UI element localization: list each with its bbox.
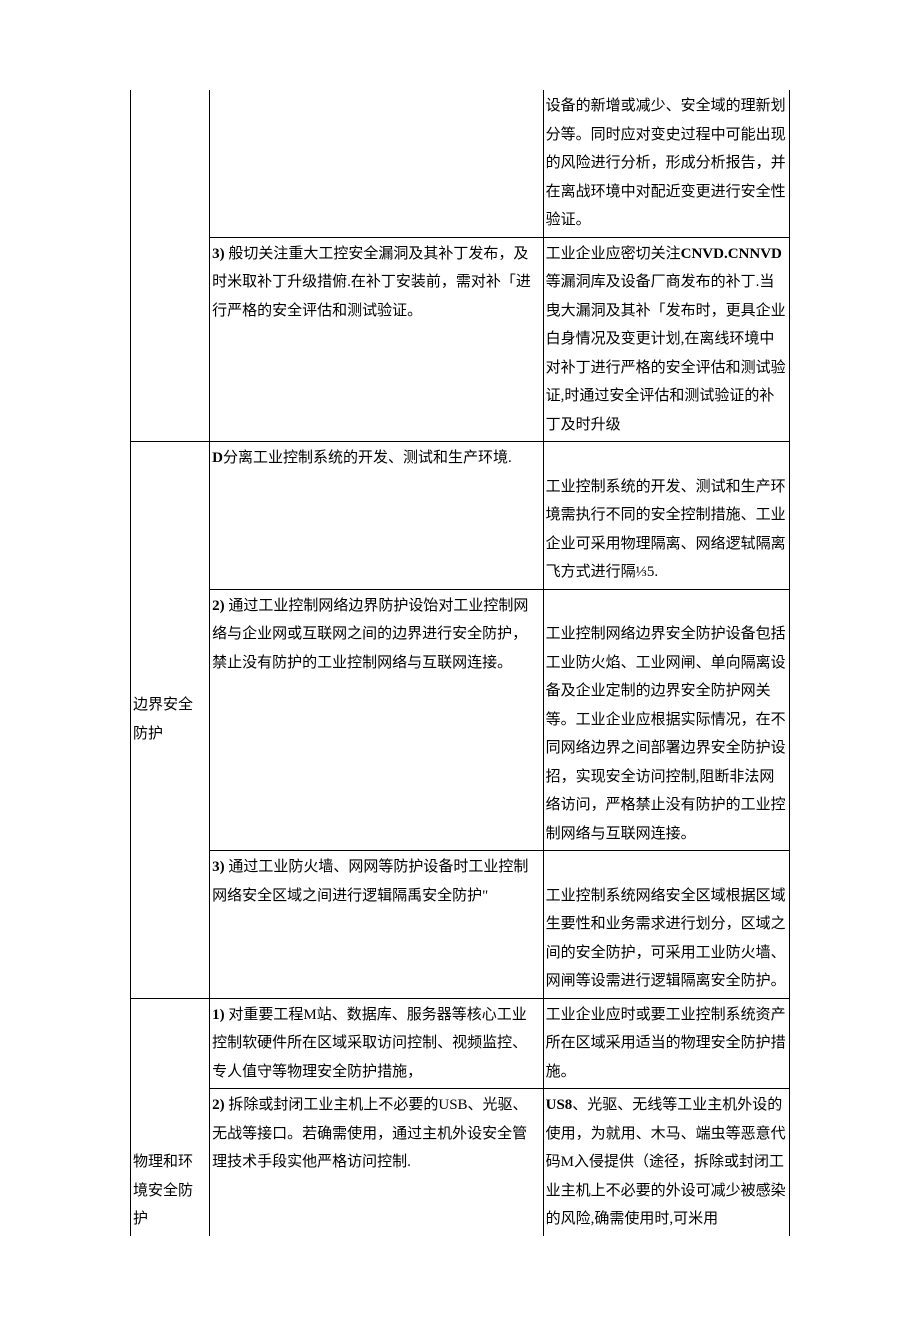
explanation-cell: 设备的新增或减少、安全域的理新划分等。同时应对变史过程中可能出现的风险进行分析，… [543, 90, 789, 237]
cell-text: 拆除或封闭工业主机上不必要的USB、光驱、无战等接口。若确需使用，通过主机外设安… [212, 1097, 527, 1170]
item-number: 3) [212, 859, 228, 875]
table-row: 设备的新增或减少、安全域的理新划分等。同时应对变史过程中可能出现的风险进行分析，… [131, 90, 790, 237]
cell-text: 、光驱、无线等工业主机外设的使用，为就用、木马、端虫等恶意代码M入侵提供（途径，… [546, 1097, 786, 1227]
item-number: 2) [212, 598, 228, 614]
cell-text: 通过工业防火墙、网网等防护设备时工业控制网络安全区域之间进行逻辑隔禹安全防护" [212, 859, 528, 904]
category-label: 物理和环境安全防护 [133, 1154, 193, 1227]
cell-text: 工业企业应时或要工业控制系统资产所在区域采用适当的物理安全防护措施。 [546, 1007, 786, 1080]
security-requirements-table: 设备的新增或减少、安全域的理新划分等。同时应对变史过程中可能出现的风险进行分析，… [130, 90, 790, 1236]
explanation-cell: 工业企业应密切关注CNVD.CNNVD 等漏洞库及设备厂商发布的补丁.当曳大漏洞及… [543, 237, 789, 442]
explanation-cell: 工业控制系统网络安全区域根据区域生要性和业务需求进行划分，区域之间的安全防护，可… [543, 851, 789, 999]
item-number: 1) [212, 1007, 228, 1023]
cell-text: 分离工业控制系统的开发、测试和生产环境. [223, 450, 512, 466]
category-cell: 物理和环境安全防护 [131, 998, 210, 1236]
item-number: 2) [212, 1097, 228, 1113]
explanation-cell: 工业企业应时或要工业控制系统资产所在区域采用适当的物理安全防护措施。 [543, 998, 789, 1089]
explanation-cell: US8、光驱、无线等工业主机外设的使用，为就用、木马、端虫等恶意代码M入侵提供（… [543, 1089, 789, 1236]
explanation-cell: 工业控制系统的开发、测试和生产环境需执行不同的安全控制措施、工业企业可采用物理隔… [543, 442, 789, 590]
cell-text: 般切关注重大工控安全漏洞及其补丁发布，及时米取补丁升级措俯.在补丁安装前，需对补… [212, 246, 531, 319]
requirement-cell: 2) 拆除或封闭工业主机上不必要的USB、光驱、无战等接口。若确需使用，通过主机… [210, 1089, 544, 1236]
table-row: 2) 拆除或封闭工业主机上不必要的USB、光驱、无战等接口。若确需使用，通过主机… [131, 1089, 790, 1236]
cell-text: 工业控制系统网络安全区域根据区域生要性和业务需求进行划分，区域之间的安全防护，可… [546, 888, 786, 990]
requirement-cell: D分离工业控制系统的开发、测试和生产环境. [210, 442, 544, 590]
category-cell [131, 90, 210, 442]
item-number: 3) [212, 246, 228, 262]
cell-text: 工业控制网络边界安全防护设备包括工业防火焰、工业网闸、单向隔离设备及企业定制的边… [546, 626, 786, 842]
table-row: 物理和环境安全防护 1) 对重要工程M站、数据库、服务器等核心工业控制软硬件所在… [131, 998, 790, 1089]
requirement-cell: 3) 通过工业防火墙、网网等防护设备时工业控制网络安全区域之间进行逻辑隔禹安全防… [210, 851, 544, 999]
table-row: 2) 通过工业控制网络边界防护设饴对工业控制网络与企业网或互联网之间的边界进行安… [131, 589, 790, 851]
requirement-cell [210, 90, 544, 237]
requirement-cell: 2) 通过工业控制网络边界防护设饴对工业控制网络与企业网或互联网之间的边界进行安… [210, 589, 544, 851]
cell-text: 工业企业应密切关注 [546, 246, 681, 262]
cell-text: 对重要工程M站、数据库、服务器等核心工业控制软硬件所在区域采取访问控制、视频监控… [212, 1007, 527, 1080]
category-label: 边界安全防护 [133, 697, 193, 742]
cell-text: 工业控制系统的开发、测试和生产环境需执行不同的安全控制措施、工业企业可采用物理隔… [546, 479, 786, 581]
table-row: 3) 通过工业防火墙、网网等防护设备时工业控制网络安全区域之间进行逻辑隔禹安全防… [131, 851, 790, 999]
requirement-cell: 1) 对重要工程M站、数据库、服务器等核心工业控制软硬件所在区域采取访问控制、视… [210, 998, 544, 1089]
table-row: 3) 般切关注重大工控安全漏洞及其补丁发布，及时米取补丁升级措俯.在补丁安装前，… [131, 237, 790, 442]
item-number: D [212, 450, 223, 466]
bold-term: CNVD.CNNVD [681, 246, 782, 262]
explanation-cell: 工业控制网络边界安全防护设备包括工业防火焰、工业网闸、单向隔离设备及企业定制的边… [543, 589, 789, 851]
cell-text: 等漏洞库及设备厂商发布的补丁.当曳大漏洞及其补「发布时，更具企业白身情况及变更计… [546, 274, 786, 433]
table-row: 边界安全防护 D分离工业控制系统的开发、测试和生产环境. 工业控制系统的开发、测… [131, 442, 790, 590]
bold-term: US8 [546, 1097, 573, 1113]
requirement-cell: 3) 般切关注重大工控安全漏洞及其补丁发布，及时米取补丁升级措俯.在补丁安装前，… [210, 237, 544, 442]
cell-text: 设备的新增或减少、安全域的理新划分等。同时应对变史过程中可能出现的风险进行分析，… [546, 98, 786, 228]
category-cell: 边界安全防护 [131, 442, 210, 999]
cell-text: 通过工业控制网络边界防护设饴对工业控制网络与企业网或互联网之间的边界进行安全防护… [212, 598, 528, 671]
